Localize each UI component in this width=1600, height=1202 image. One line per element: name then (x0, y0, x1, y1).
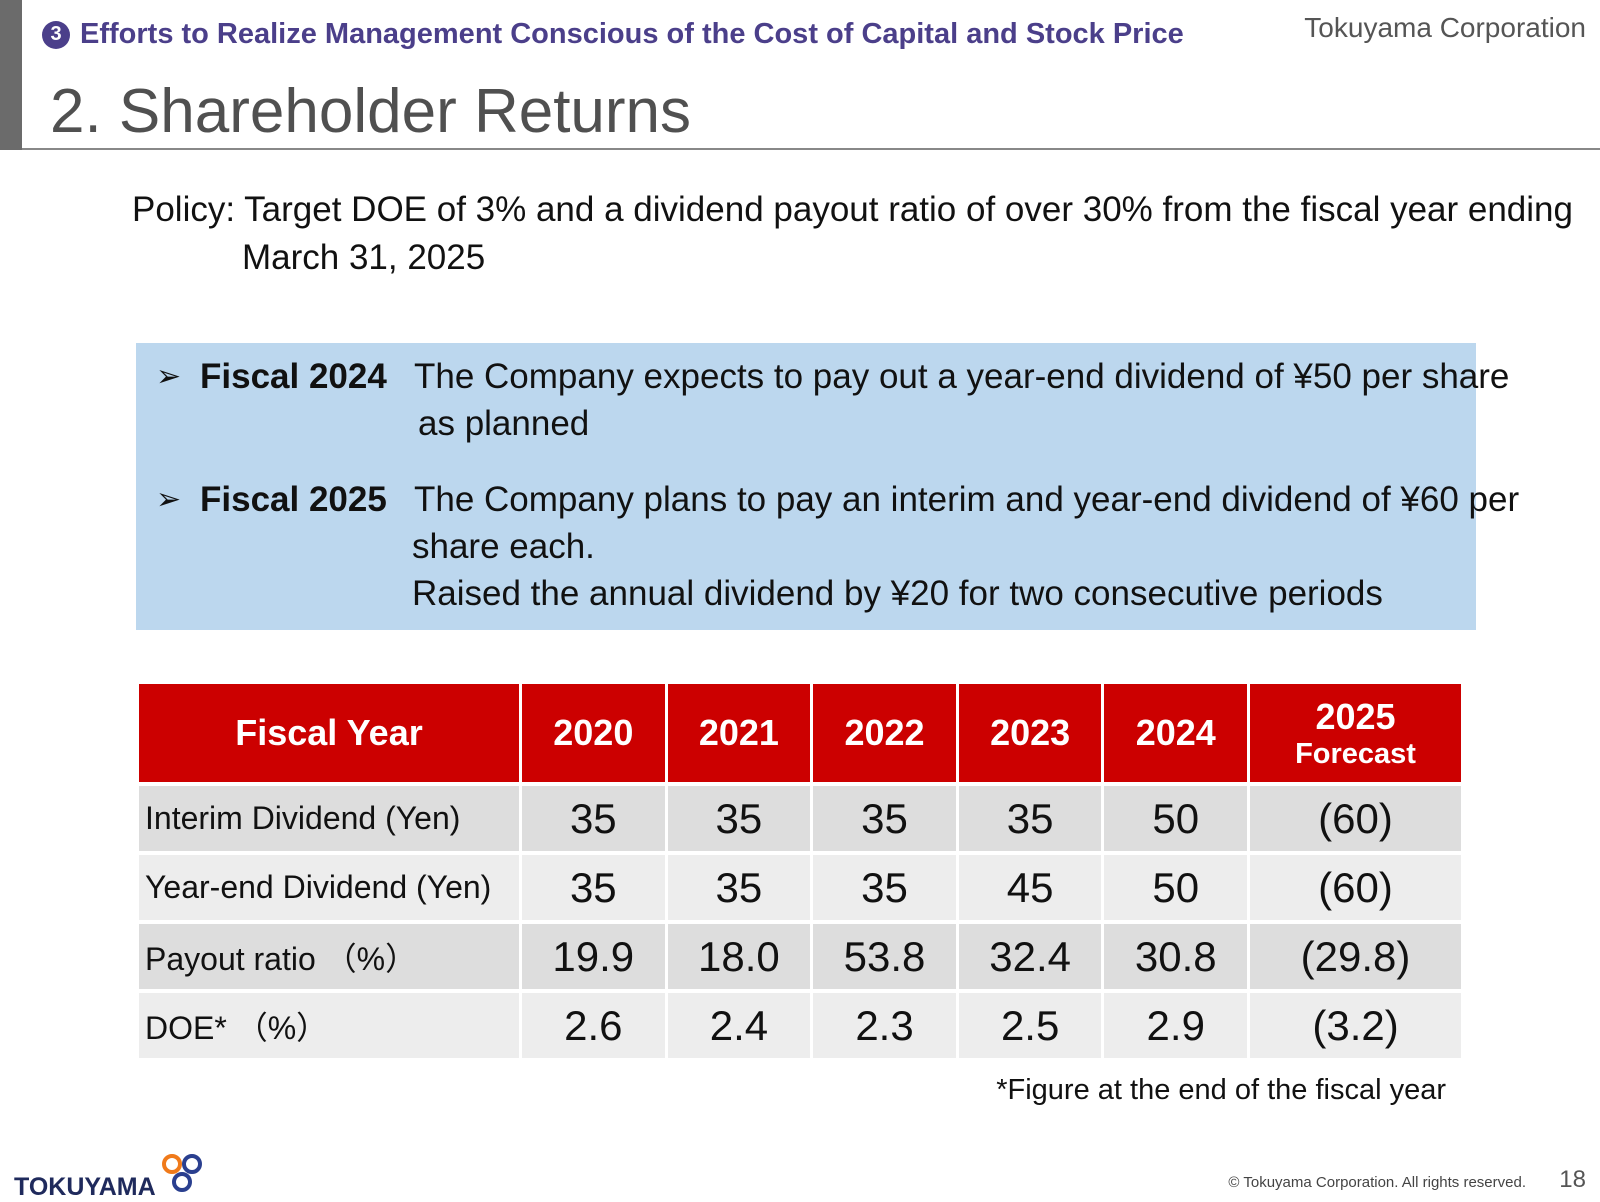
page-title: 2. Shareholder Returns (50, 77, 692, 146)
table-row: Year-end Dividend (Yen) 35 35 35 45 50 (… (139, 855, 1461, 924)
table-cell: 19.9 (522, 924, 665, 993)
column-header-year: 2022 (813, 684, 956, 786)
table-cell: 53.8 (813, 924, 956, 993)
forecast-year: 2025 (1315, 696, 1396, 737)
table-row: DOE* （%） 2.6 2.4 2.3 2.5 2.9 (3.2) (139, 993, 1461, 1062)
table-cell: 35 (522, 786, 665, 855)
column-header-year: 2020 (522, 684, 665, 786)
row-label: Payout ratio （%） (139, 924, 519, 993)
header-side-bar (0, 0, 22, 150)
table-cell: 2.9 (1104, 993, 1248, 1062)
column-header-year: 2023 (958, 684, 1102, 786)
table-cell: (3.2) (1250, 993, 1461, 1062)
column-header-forecast-year: 2025 Forecast (1250, 684, 1461, 786)
table-cell: 50 (1104, 786, 1248, 855)
column-header-year: 2021 (667, 684, 811, 786)
section-label: 3 Efforts to Realize Management Consciou… (42, 18, 1184, 51)
table-row: Interim Dividend (Yen) 35 35 35 35 50 (6… (139, 786, 1461, 855)
corporation-name: Tokuyama Corporation (1304, 12, 1586, 43)
table-cell: 2.4 (667, 993, 811, 1062)
column-header-fiscal-year: Fiscal Year (139, 684, 519, 786)
row-label: Interim Dividend (Yen) (139, 786, 519, 855)
highlights-box: ➢ Fiscal 2024 The Company expects to pay… (136, 343, 1519, 630)
table-cell: 35 (667, 786, 811, 855)
table-cell: 30.8 (1104, 924, 1248, 993)
table-cell: 45 (958, 855, 1102, 924)
table-cell: (60) (1250, 855, 1461, 924)
highlight-text: share each. (412, 527, 595, 566)
table-header-row: Fiscal Year 2020 2021 2022 2023 2024 202… (139, 684, 1461, 786)
table-cell: 2.5 (958, 993, 1102, 1062)
column-header-year: 2024 (1104, 684, 1248, 786)
table-cell: 32.4 (958, 924, 1102, 993)
table-cell: 2.6 (522, 993, 665, 1062)
copyright-text: © Tokuyama Corporation. All rights reser… (1228, 1174, 1526, 1191)
company-logo: TOKUYAMA (14, 1150, 208, 1202)
table-cell: 35 (522, 855, 665, 924)
table-cell: 35 (958, 786, 1102, 855)
row-label: DOE* （%） (139, 993, 519, 1062)
table-cell: 35 (813, 855, 956, 924)
highlight-text: Raised the annual dividend by ¥20 for tw… (412, 574, 1383, 613)
table-cell: (60) (1250, 786, 1461, 855)
row-label: Year-end Dividend (Yen) (139, 855, 519, 924)
table-cell: 50 (1104, 855, 1248, 924)
highlight-label: Fiscal 2024 (200, 357, 387, 396)
table-cell: (29.8) (1250, 924, 1461, 993)
policy-statement: Policy: Target DOE of 3% and a dividend … (132, 186, 1573, 282)
table-cell: 35 (813, 786, 956, 855)
policy-line-1: Policy: Target DOE of 3% and a dividend … (132, 190, 1573, 229)
highlight-text: The Company plans to pay an interim and … (414, 480, 1520, 519)
highlight-text: The Company expects to pay out a year-en… (414, 357, 1510, 396)
dividend-table: Fiscal Year 2020 2021 2022 2023 2024 202… (136, 684, 1464, 1062)
table-cell: 2.3 (813, 993, 956, 1062)
arrow-bullet-icon: ➢ (156, 360, 182, 393)
forecast-label: Forecast (1295, 738, 1416, 770)
header-divider (22, 148, 1600, 150)
table-row: Payout ratio （%） 19.9 18.0 53.8 32.4 30.… (139, 924, 1461, 993)
logo-mark-icon (161, 1154, 202, 1192)
table-cell: 18.0 (667, 924, 811, 993)
section-label-text: Efforts to Realize Management Conscious … (80, 18, 1184, 50)
highlight-text: as planned (418, 404, 590, 443)
section-number-badge: 3 (42, 20, 70, 49)
table-cell: 35 (667, 855, 811, 924)
highlight-label: Fiscal 2025 (200, 480, 387, 519)
page-number: 18 (1559, 1166, 1586, 1193)
logo-text: TOKUYAMA (14, 1173, 156, 1201)
policy-line-2: March 31, 2025 (242, 238, 486, 277)
arrow-bullet-icon: ➢ (156, 483, 182, 516)
table-footnote: *Figure at the end of the fiscal year (996, 1074, 1446, 1106)
